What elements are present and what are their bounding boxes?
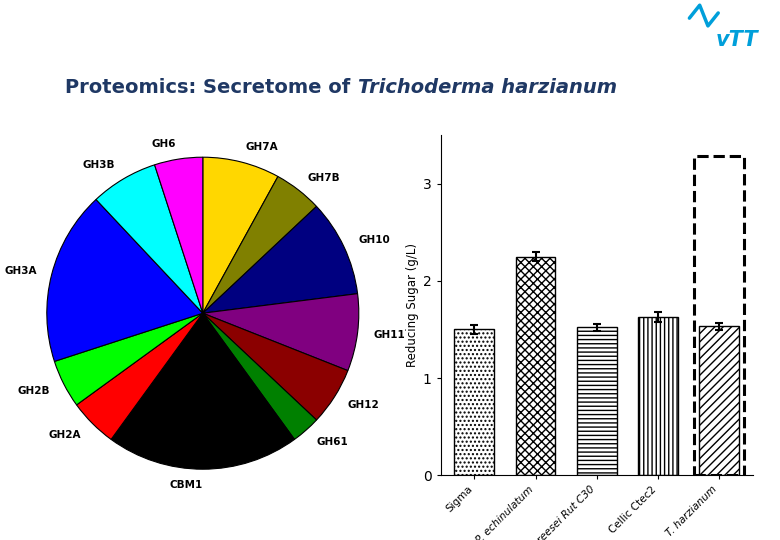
- Bar: [699, 327, 739, 475]
- Wedge shape: [47, 199, 203, 361]
- Text: Trichoderma harzianum: Trichoderma harzianum: [358, 78, 617, 97]
- Bar: [694, 157, 744, 475]
- Text: GH3A: GH3A: [4, 266, 37, 275]
- Wedge shape: [111, 313, 295, 469]
- Bar: [516, 256, 555, 475]
- Y-axis label: Reducing Sugar (g/L): Reducing Sugar (g/L): [406, 243, 419, 367]
- Wedge shape: [203, 313, 348, 420]
- Text: CBM1: CBM1: [169, 480, 203, 490]
- Wedge shape: [154, 157, 203, 313]
- Text: GH61: GH61: [316, 437, 348, 447]
- Text: GH6: GH6: [151, 139, 176, 148]
- Text: GH7B: GH7B: [308, 173, 341, 183]
- Text: GH2B: GH2B: [17, 386, 50, 396]
- Wedge shape: [96, 165, 203, 313]
- Text: Proteomics: Secretome of: Proteomics: Secretome of: [65, 78, 357, 97]
- Wedge shape: [55, 313, 203, 405]
- Wedge shape: [203, 177, 317, 313]
- Text: GH12: GH12: [348, 400, 379, 410]
- Wedge shape: [203, 206, 357, 313]
- Wedge shape: [203, 157, 278, 313]
- Wedge shape: [76, 313, 203, 440]
- Bar: [577, 327, 616, 475]
- Text: GH11: GH11: [373, 330, 405, 340]
- Text: GH3B: GH3B: [83, 160, 115, 171]
- Text: GH7A: GH7A: [246, 142, 278, 152]
- Text: VTT BRASIL LTDA: VTT BRASIL LTDA: [8, 20, 102, 30]
- Text: 19: 19: [645, 18, 662, 32]
- Text: GH10: GH10: [358, 235, 390, 245]
- Text: vTT: vTT: [716, 30, 759, 50]
- Text: GH2A: GH2A: [49, 429, 81, 440]
- Wedge shape: [203, 313, 317, 440]
- Bar: [455, 329, 495, 475]
- Wedge shape: [203, 294, 359, 370]
- Text: 29/09/2020: 29/09/2020: [565, 20, 621, 30]
- Bar: [638, 317, 678, 475]
